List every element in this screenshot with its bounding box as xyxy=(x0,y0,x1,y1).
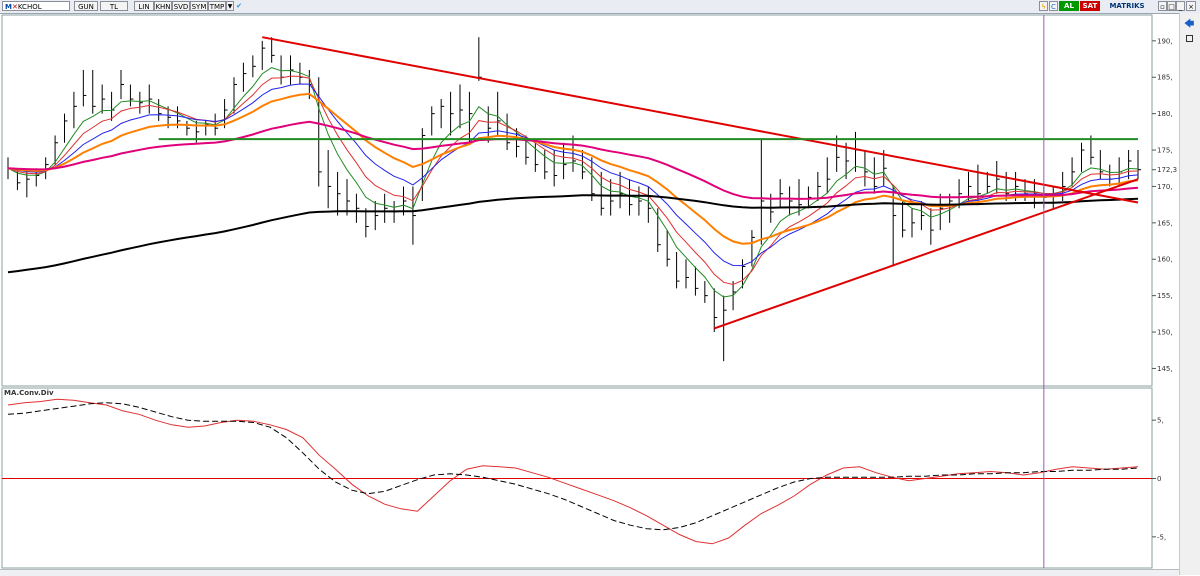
macd-lines xyxy=(7,398,1139,545)
macd-tick-label: 5, xyxy=(1157,417,1164,425)
symbol-label: KCHOL xyxy=(17,3,42,11)
macd-tick-label: 0 xyxy=(1157,475,1161,483)
chart-area[interactable]: 190, 185, 180, 175, 172,3 170, 165, 160, 155, 150… xyxy=(0,13,1179,569)
macd-title: MA.Conv.Div xyxy=(4,389,54,397)
price-bars xyxy=(7,37,1141,362)
price-tick-label: 150, xyxy=(1157,329,1173,337)
khn-button[interactable]: KHN xyxy=(154,1,172,11)
trendline[interactable] xyxy=(262,36,1139,204)
lightning-icon[interactable]: ϟ xyxy=(1039,1,1048,11)
m-logo-icon: M xyxy=(5,3,12,11)
price-tick-label: 165, xyxy=(1157,219,1173,227)
price-tick-label: 190, xyxy=(1157,37,1173,45)
moving-average-line xyxy=(7,120,1139,200)
price-tick-label: 145, xyxy=(1157,365,1173,373)
linear-button[interactable]: LIN xyxy=(134,1,154,11)
dropdown-icon[interactable]: ▼ xyxy=(226,1,234,11)
c-icon[interactable]: C xyxy=(1049,1,1058,11)
buy-button[interactable]: AL xyxy=(1059,1,1079,11)
sym-button[interactable]: SYM xyxy=(190,1,208,11)
price-panel: 190, 185, 180, 175, 172,3 170, 165, 160, 155, 150… xyxy=(1,14,1177,387)
time-axis-strip xyxy=(0,569,1179,576)
trendline[interactable] xyxy=(713,178,1139,330)
restore-icon[interactable]: ▫ xyxy=(1158,1,1167,11)
maximize-icon[interactable]: □ xyxy=(1167,1,1176,11)
settings-icon[interactable] xyxy=(1186,35,1193,42)
toolbar: M✕KCHOL GUN TL LIN KHN SVD SYM TMP ▼ ✔ ϟ… xyxy=(0,0,1200,14)
moving-average-line xyxy=(7,194,1139,274)
moving-averages xyxy=(7,67,1139,298)
moving-average-line xyxy=(7,92,1139,245)
price-tick-label: 155, xyxy=(1157,292,1173,300)
macd-series-line xyxy=(7,398,1139,545)
price-tick-label: 172,3 xyxy=(1157,166,1177,174)
macd-axis: 5, 0 -5, xyxy=(2,417,1166,541)
minimize-icon[interactable]: _ xyxy=(1176,1,1185,11)
svd-button[interactable]: SVD xyxy=(172,1,190,11)
period-button[interactable]: GUN xyxy=(74,1,98,11)
right-panel: 🡄 xyxy=(1179,13,1200,575)
symbol-box[interactable]: M✕KCHOL xyxy=(2,1,70,11)
macd-series-line xyxy=(7,402,1139,531)
symbol-x-icon: ✕ xyxy=(11,3,18,11)
price-tick-label: 160, xyxy=(1157,256,1173,264)
trendlines xyxy=(158,36,1139,330)
price-tick-label: 175, xyxy=(1157,147,1173,155)
price-tick-label: 185, xyxy=(1157,74,1173,82)
brand-label: MATRIKS xyxy=(1109,2,1145,10)
tmp-button[interactable]: TMP xyxy=(208,1,226,11)
macd-tick-label: -5, xyxy=(1157,533,1166,541)
sell-button[interactable]: SAT xyxy=(1080,1,1100,11)
arrow-left-icon[interactable]: 🡄 xyxy=(1184,19,1195,30)
moving-average-line xyxy=(7,67,1139,298)
price-tick-label: 170, xyxy=(1157,183,1173,191)
price-tick-label: 180, xyxy=(1157,110,1173,118)
twitter-icon[interactable]: ✔ xyxy=(236,2,242,10)
price-axis: 190, 185, 180, 175, 172,3 170, 165, 160, 155, 150… xyxy=(1152,37,1177,373)
macd-panel: MA.Conv.Div 5, 0 -5, xyxy=(1,387,1166,569)
currency-button[interactable]: TL xyxy=(100,1,128,11)
close-icon[interactable]: × xyxy=(1186,1,1196,11)
price-panel-frame xyxy=(1,14,1153,387)
